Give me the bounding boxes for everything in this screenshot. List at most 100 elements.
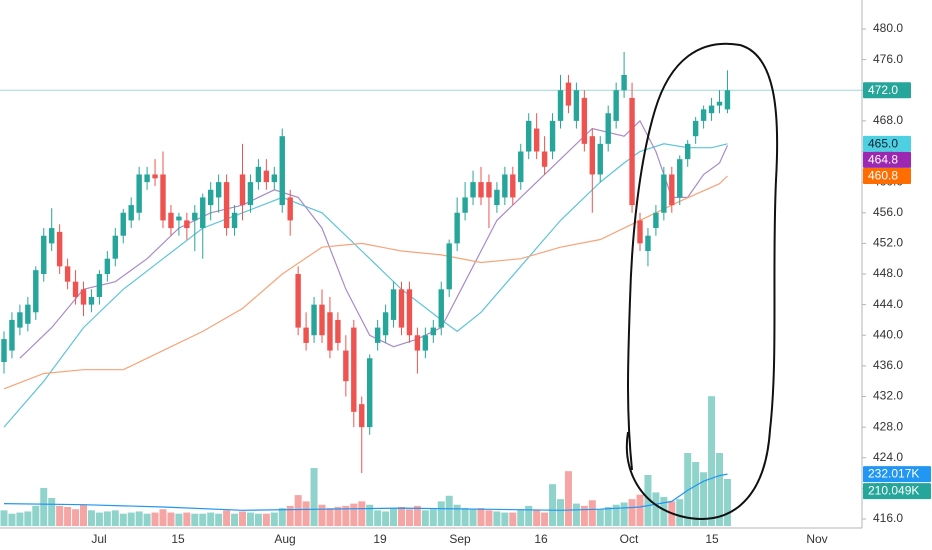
volume-bar [159,509,167,526]
value-label-box [863,168,911,184]
candle-body [88,296,95,305]
volume-bar [700,472,708,526]
volume-bar [175,513,183,526]
volume-bar [477,508,485,526]
candle-body [160,174,166,221]
candle-body [589,136,595,175]
candle-body [72,281,79,297]
candle-body [263,170,270,183]
candle-body [398,289,405,328]
candle-body [390,289,397,320]
value-label-box [863,82,911,99]
candle-body [327,312,333,351]
volume-bar [429,509,437,526]
volume-bar [628,499,636,526]
candle-body [557,90,564,121]
value-label: 232.017K [868,467,919,481]
y-tick-label: 448.0 [873,266,903,280]
volume-bar [501,512,509,526]
candle-body [112,235,118,259]
volume-bar [48,498,56,526]
candle-body [9,319,15,351]
volume-bar [326,508,334,526]
volume-bar [103,511,111,526]
volume-bar [286,505,294,526]
candle-body [470,182,476,198]
candle-body [549,120,556,152]
value-label: 472.0 [868,83,898,97]
candle-body [526,120,532,152]
candle-body [406,289,413,336]
volume-bar [246,512,254,526]
volume-bar [310,468,318,526]
plot-area [0,51,862,526]
x-tick-label: 15 [171,532,185,546]
candle-body [685,143,691,160]
candle-body [446,243,452,290]
value-label-box [863,483,931,500]
value-label: 460.8 [868,169,898,183]
volume-ma-line [3,473,728,511]
volume-bar [485,510,493,526]
volume-bar [580,505,588,526]
candle-body [637,220,643,244]
y-tick-label: 468.0 [873,113,903,127]
volume-bar [318,504,326,526]
value-label: 210.049K [868,484,919,498]
value-label-box [863,466,931,483]
candle-body [41,235,47,274]
volume-bar [0,510,8,526]
x-tick-label: Oct [620,532,639,546]
volume-bar [517,509,525,526]
volume-bar [469,509,477,526]
volume-bar [405,509,413,526]
volume-bar [549,484,557,526]
volume-bar [119,513,127,526]
volume-bar [95,512,103,526]
candle-body [152,174,158,179]
volume-bar [596,509,604,526]
candle-body [645,235,651,252]
candle-body [17,312,23,328]
candle-body [359,404,365,428]
volume-bar [398,506,405,526]
candle-body [255,166,262,183]
x-tick-label: Sep [449,532,471,546]
x-tick-label: Aug [274,532,295,546]
volume-bar [390,508,398,526]
candle-body [518,151,524,183]
candle-body [144,174,150,183]
volume-bar [278,508,286,526]
volume-bar [723,478,731,526]
candle-body [629,97,635,206]
candle-body [303,327,309,343]
candle-body [223,182,230,229]
volume-bar [676,499,684,526]
volume-bar [87,510,95,526]
volume-bar [644,474,652,526]
volume-bar [294,495,302,526]
candle-body [613,90,619,121]
candle-body [478,182,484,198]
candle-body [33,270,39,313]
y-tick-label: 416.0 [873,511,903,525]
candle-body [661,174,667,213]
candle-body [239,174,246,206]
moving-average-line [3,175,728,390]
candle-body [700,109,707,121]
candle-body [581,97,588,144]
price-axis: 416.0420.0424.0428.0432.0436.0440.0444.0… [862,21,931,525]
x-tick-label: 19 [373,532,387,546]
candle-body [49,228,55,244]
volume-bar [8,513,16,526]
volume-bar [56,505,64,526]
candle-body [104,258,111,274]
volume-bar [588,500,596,526]
candle-body [343,350,349,382]
volume-bar [564,471,572,526]
volume-bar [533,510,541,526]
hand-drawn-annotation [625,42,779,520]
candle-body [80,289,87,305]
volume-bar [254,513,262,526]
